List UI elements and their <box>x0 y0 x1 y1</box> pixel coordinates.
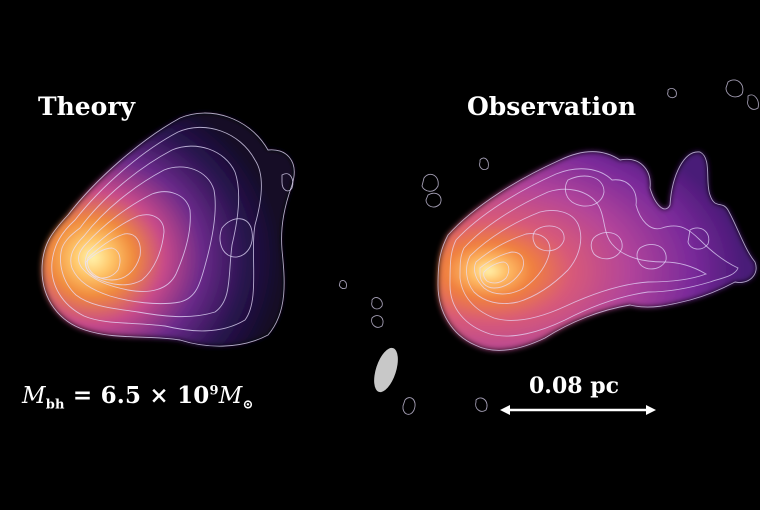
observation-contours <box>339 79 759 415</box>
theory-contours <box>41 112 295 347</box>
mass-unit: M <box>218 383 243 409</box>
theory-emission <box>42 113 295 347</box>
mass-subscript: bh <box>45 397 65 413</box>
solar-symbol: ⊙ <box>242 397 254 413</box>
observation-emission <box>438 151 757 351</box>
observation-map <box>339 79 759 415</box>
beam-ellipse <box>374 347 398 393</box>
observation-title: Observation <box>467 92 637 121</box>
mass-symbol: M <box>22 383 46 409</box>
black-hole-mass-label: Mbh = 6.5 × 109M⊙ <box>22 382 254 413</box>
mass-value: = 6.5 × 10 <box>64 382 210 409</box>
scale-bar-label: 0.08 pc <box>529 373 620 399</box>
theory-title: Theory <box>38 92 136 121</box>
scale-bar <box>500 405 656 415</box>
mass-exponent: 9 <box>209 383 219 399</box>
theory-map <box>41 112 295 347</box>
